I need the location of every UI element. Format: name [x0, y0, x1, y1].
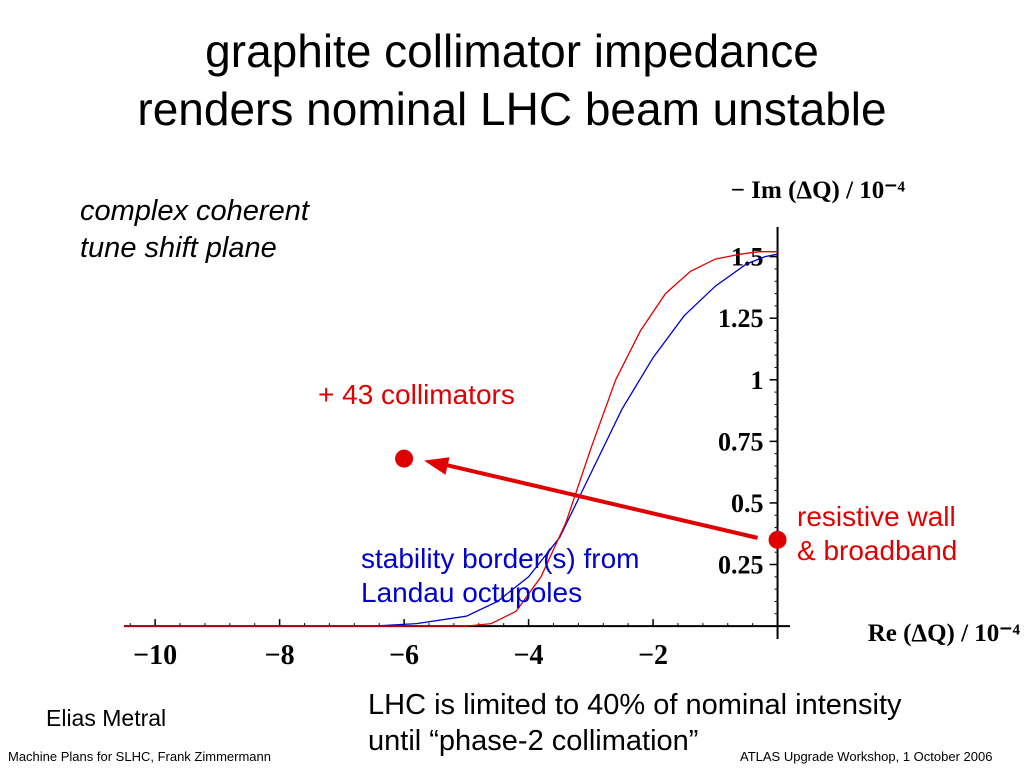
title-line-1: graphite collimator impedance	[205, 25, 819, 77]
x-axis-label: Re (ΔQ) / 10⁻⁴	[868, 620, 1021, 647]
stability-border-line-1	[124, 253, 778, 627]
y-tick-label: 1.25	[718, 304, 764, 333]
collimators-point	[395, 449, 414, 468]
y-axis-label: − Im (ΔQ) / 10⁻⁴	[731, 177, 906, 204]
collimators-label: + 43 collimators	[318, 379, 515, 410]
x-tick-label: −8	[265, 640, 295, 671]
note-line-1: LHC is limited to 40% of nominal intensi…	[368, 689, 902, 721]
resistive-line-2: & broadband	[797, 535, 958, 566]
shift-arrow-shaft	[439, 461, 759, 540]
caption-line-2: tune shift plane	[80, 232, 277, 264]
resistive-wall-point	[768, 530, 787, 549]
y-tick-label: 1	[751, 366, 764, 395]
slide-title: graphite collimator impedance renders no…	[0, 22, 1024, 138]
plane-caption: complex coherent tune shift plane	[80, 193, 309, 267]
stability-line-2: Landau octupoles	[361, 577, 583, 608]
note-line-2: until “phase-2 collimation”	[368, 725, 699, 757]
footer-left: Machine Plans for SLHC, Frank Zimmermann	[8, 749, 271, 764]
stability-border-label: stability border(s) from Landau octupole…	[361, 542, 640, 610]
stability-line-1: stability border(s) from	[361, 543, 640, 574]
footer-right: ATLAS Upgrade Workshop, 1 October 2006	[740, 749, 993, 764]
y-tick-label: 0.5	[731, 489, 764, 518]
caption-line-1: complex coherent	[80, 195, 309, 227]
x-tick-label: −6	[389, 640, 419, 671]
x-tick-label: −10	[133, 640, 177, 671]
y-tick-label: 0.75	[718, 427, 764, 456]
resistive-line-1: resistive wall	[797, 501, 956, 532]
stability-border-line-2	[124, 251, 778, 627]
intensity-note: LHC is limited to 40% of nominal intensi…	[368, 687, 902, 759]
x-tick-label: −4	[514, 640, 544, 671]
y-tick-label: 1.5	[731, 243, 764, 272]
resistive-wall-label: resistive wall & broadband	[797, 500, 957, 568]
x-tick-label: −2	[638, 640, 668, 671]
y-tick-label: 0.25	[718, 551, 764, 580]
author-name: Elias Metral	[46, 705, 167, 731]
shift-arrow-head	[424, 457, 450, 475]
title-line-2: renders nominal LHC beam unstable	[137, 83, 887, 135]
